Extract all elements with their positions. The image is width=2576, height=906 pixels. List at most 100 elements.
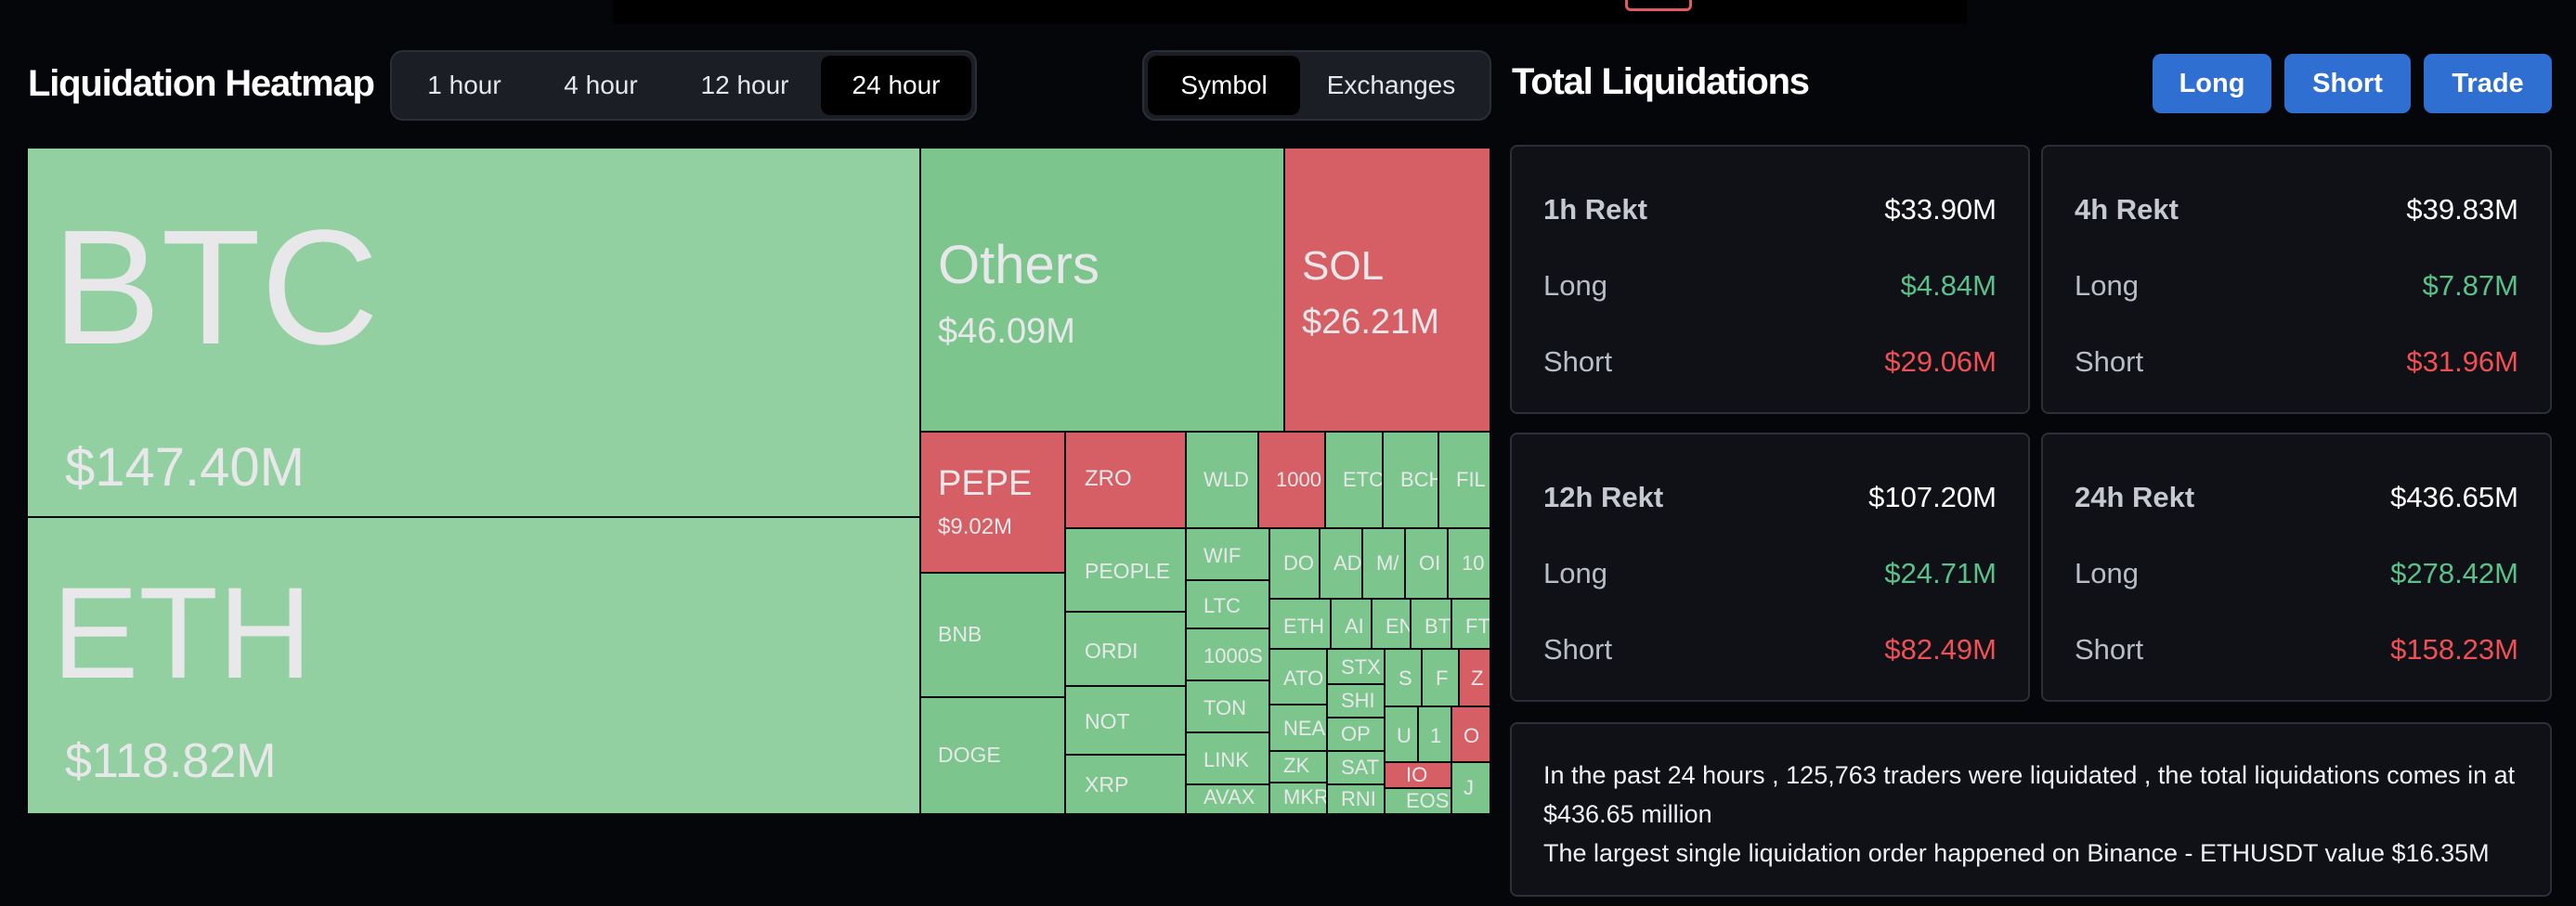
tile-ato[interactable]: ATO: [1270, 650, 1328, 705]
tile-wif[interactable]: WIF: [1187, 529, 1270, 581]
tile-ordi[interactable]: ORDI: [1066, 613, 1187, 687]
tile-do[interactable]: DO: [1270, 529, 1321, 600]
tile-symbol: U: [1397, 724, 1412, 747]
tile-ar[interactable]: AI: [1332, 600, 1373, 650]
summary-line-1: In the past 24 hours , 125,763 traders w…: [1543, 761, 2516, 828]
tile-stx[interactable]: STX: [1328, 650, 1386, 685]
tile-pepe[interactable]: PEPE $9.02M: [921, 433, 1066, 574]
tile-u[interactable]: U: [1386, 707, 1419, 763]
tile-symbol: SAT: [1341, 756, 1380, 779]
tile-nea[interactable]: NEA: [1270, 705, 1328, 752]
tile-wld[interactable]: WLD: [1187, 433, 1259, 529]
tile-ltc[interactable]: LTC: [1187, 581, 1270, 629]
tile-etc[interactable]: ETC: [1326, 433, 1384, 529]
card-long-value: $4.84M: [1900, 269, 1997, 302]
tile-sat[interactable]: SAT: [1328, 752, 1386, 785]
card-short-label: Short: [2075, 345, 2144, 378]
tile-f[interactable]: F: [1423, 650, 1460, 707]
long-button[interactable]: Long: [2153, 54, 2271, 113]
tab-exchanges[interactable]: Exchanges: [1326, 71, 1456, 99]
top-bar: [613, 0, 1967, 24]
card-long-value: $24.71M: [1884, 557, 1997, 589]
tile-symbol: BCH: [1400, 468, 1439, 491]
tile-people[interactable]: PEOPLE: [1066, 529, 1187, 613]
tile-1000s[interactable]: 1000S: [1187, 629, 1270, 681]
tab-12-hour[interactable]: 12 hour: [700, 71, 789, 99]
tile-op[interactable]: OP: [1328, 718, 1386, 752]
tile-oi[interactable]: OI: [1406, 529, 1449, 600]
tile-symbol: Others: [938, 235, 1100, 295]
tile-xrp[interactable]: XRP: [1066, 756, 1187, 815]
short-button[interactable]: Short: [2284, 54, 2411, 113]
tile-s[interactable]: S: [1386, 650, 1423, 707]
card-total: $436.65M: [2390, 481, 2518, 513]
tile-zk[interactable]: ZK: [1270, 752, 1328, 783]
card-short-label: Short: [2075, 633, 2144, 666]
tile-z[interactable]: Z: [1460, 650, 1491, 707]
tile-symbol: OI: [1419, 551, 1441, 575]
tile-symbol: AI: [1345, 615, 1364, 638]
tile-symbol: ATO: [1283, 667, 1324, 690]
tile-symbol: EOS: [1406, 789, 1450, 812]
tile-fil[interactable]: FIL: [1439, 433, 1491, 529]
tile-symbol: ETH: [1283, 615, 1324, 638]
tile-symbol: ETC: [1343, 468, 1384, 491]
card-period: 4h Rekt: [2075, 193, 2179, 226]
tile-link[interactable]: LINK: [1187, 733, 1270, 785]
tile-symbol: S: [1399, 667, 1412, 690]
tile-ft[interactable]: FT: [1452, 600, 1491, 650]
tile-j[interactable]: J: [1452, 763, 1491, 815]
tile-eth[interactable]: ETH $118.82M: [28, 518, 921, 815]
tile-eth-small[interactable]: ETH: [1270, 600, 1332, 650]
heatmap-title: Liquidation Heatmap: [28, 63, 375, 104]
tile-shi[interactable]: SHI: [1328, 685, 1386, 718]
tile-symbol: PEOPLE: [1085, 559, 1171, 583]
tab-24-hour[interactable]: 24 hour: [821, 56, 971, 115]
tile-symbol: TON: [1203, 696, 1247, 719]
tile-bt[interactable]: BT: [1412, 600, 1452, 650]
tab-4-hour[interactable]: 4 hour: [564, 71, 638, 99]
tile-symbol: EN: [1386, 615, 1412, 638]
tile-o[interactable]: O: [1452, 707, 1491, 763]
trade-button[interactable]: Trade: [2424, 54, 2552, 113]
tile-btc[interactable]: BTC $147.40M: [28, 149, 921, 518]
liquidation-treemap: BTC $147.40M ETH $118.82M Others $46.09M…: [28, 149, 1491, 815]
card-12h: 12h Rekt $107.20M Long $24.71M Short $82.49…: [1510, 433, 2030, 702]
tile-en[interactable]: EN: [1373, 600, 1412, 650]
tab-1-hour[interactable]: 1 hour: [427, 71, 501, 99]
tile-rnd[interactable]: RNI: [1328, 785, 1386, 815]
tile-doge[interactable]: DOGE: [921, 698, 1066, 815]
card-short-value: $29.06M: [1884, 345, 1997, 378]
tile-ton[interactable]: TON: [1187, 681, 1270, 733]
card-long-label: Long: [2075, 269, 2139, 302]
card-short-label: Short: [1543, 345, 1613, 378]
tile-1000[interactable]: 1000: [1259, 433, 1326, 529]
card-period: 24h Rekt: [2075, 481, 2195, 513]
tile-sol[interactable]: SOL $26.21M: [1285, 149, 1491, 433]
tab-symbol[interactable]: Symbol: [1148, 56, 1300, 115]
tile-ad[interactable]: AD: [1321, 529, 1363, 600]
tile-avax[interactable]: AVAX: [1187, 785, 1270, 815]
tile-symbol: FIL: [1456, 468, 1486, 491]
tile-symbol: FT: [1465, 615, 1490, 638]
card-period: 12h Rekt: [1543, 481, 1664, 513]
tile-others[interactable]: Others $46.09M: [921, 149, 1285, 433]
tile-symbol: OP: [1341, 722, 1371, 745]
tile-amount: $26.21M: [1302, 303, 1439, 342]
tile-ma[interactable]: M/: [1363, 529, 1406, 600]
tile-zro[interactable]: ZRO: [1066, 433, 1187, 529]
tile-bnb[interactable]: BNB: [921, 574, 1066, 698]
tile-one[interactable]: 1: [1419, 707, 1452, 763]
card-24h: 24h Rekt $436.65M Long $278.42M Short $158.…: [2041, 433, 2552, 702]
tile-bch[interactable]: BCH: [1384, 433, 1439, 529]
tile-mkr[interactable]: MKR: [1270, 783, 1328, 815]
tile-symbol: F: [1436, 667, 1449, 690]
tile-io[interactable]: IO: [1386, 763, 1452, 789]
tile-not[interactable]: NOT: [1066, 687, 1187, 756]
view-selector: Symbol Exchanges: [1142, 50, 1491, 121]
totals-title: Total Liquidations: [1512, 61, 1810, 102]
tile-eos[interactable]: EOS: [1386, 789, 1452, 815]
tile-10[interactable]: 10: [1449, 529, 1491, 600]
card-long-value: $7.87M: [2422, 269, 2518, 302]
tile-symbol: 1000: [1276, 468, 1321, 491]
